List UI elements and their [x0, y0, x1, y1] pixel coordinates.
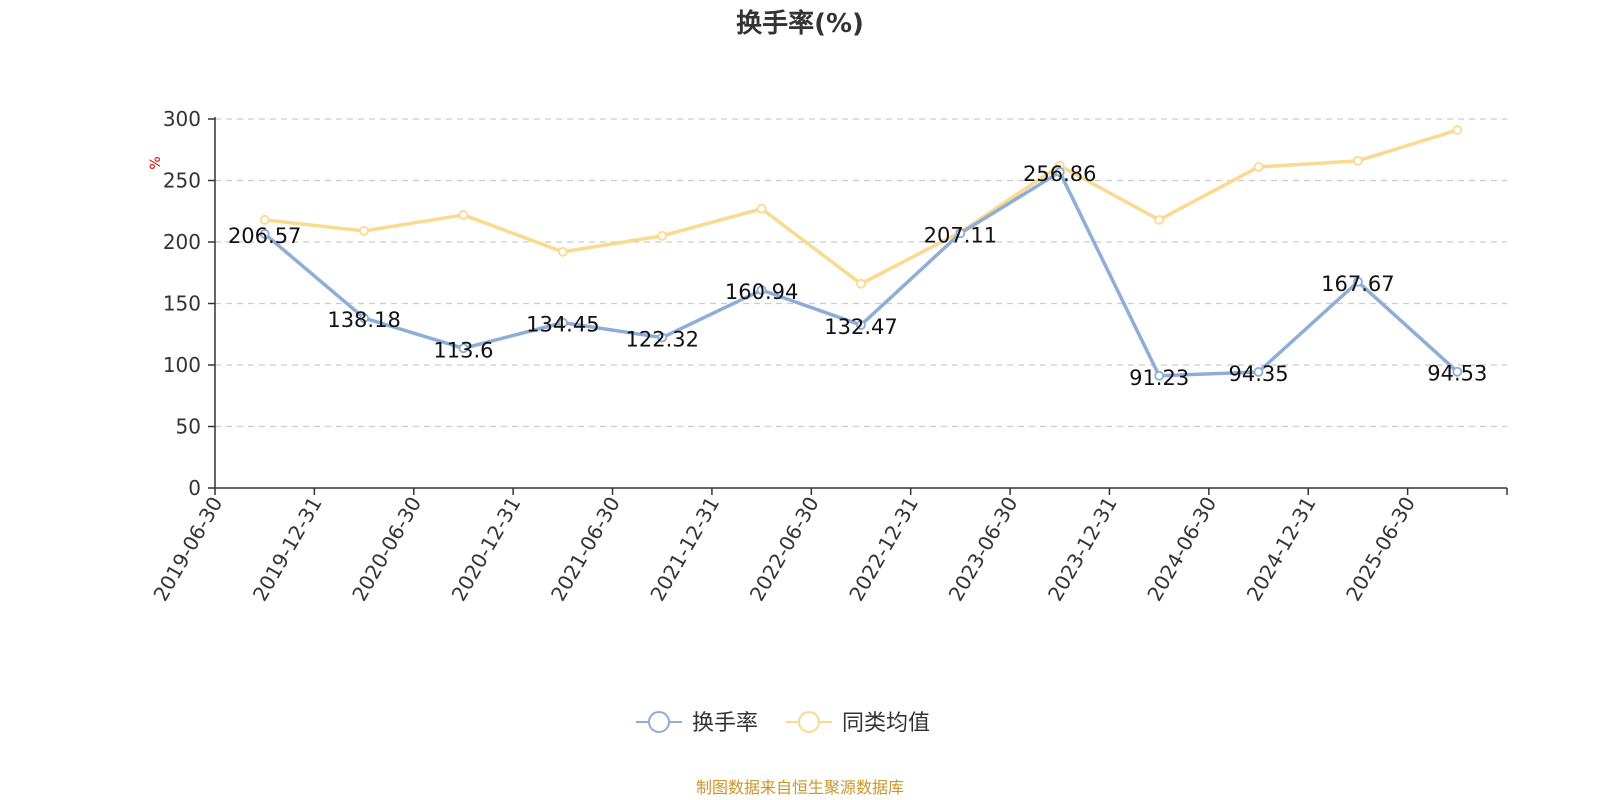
data-label: 134.45 [526, 313, 599, 337]
data-labels: 206.57 138.18 113.6 134.45 122.32 160.94 132.4… [228, 162, 1487, 390]
x-tick-label: 2019-06-30 [148, 493, 227, 606]
data-point [657, 230, 668, 241]
x-axis-ticks: 2019-06-30 2019-12-31 2020-06-30 2020-12-31… [148, 488, 1508, 606]
data-point [756, 285, 767, 295]
source-note: 制图数据来自恒生聚源数据库 [696, 778, 904, 797]
data-point [1154, 214, 1165, 225]
x-tick-label: 2024-06-30 [1142, 493, 1221, 606]
y-tick-label: 0 [188, 476, 201, 500]
data-point [259, 214, 270, 225]
data-point [756, 203, 767, 214]
y-tick-label: 200 [163, 230, 201, 254]
data-label: 138.18 [327, 308, 400, 332]
x-tick-label: 2021-06-30 [546, 493, 625, 606]
data-label: 206.57 [228, 224, 301, 248]
x-tick-label: 2022-12-31 [844, 493, 923, 606]
data-point [557, 317, 568, 328]
data-point [657, 332, 668, 343]
data-label: 167.67 [1321, 272, 1394, 296]
data-label: 122.32 [625, 328, 698, 352]
data-point [1253, 367, 1264, 377]
x-tick-label: 2022-06-30 [745, 493, 824, 606]
data-point [1154, 370, 1165, 381]
series-turnover [259, 167, 1463, 381]
y-tick-label: 250 [163, 169, 201, 193]
data-point [1452, 125, 1463, 135]
data-point [259, 229, 270, 239]
data-point [1452, 366, 1463, 377]
y-tick-label: 100 [163, 353, 201, 377]
legend-marker [648, 711, 670, 733]
data-point [458, 343, 469, 354]
legend-label: 换手率 [692, 711, 758, 736]
x-tick-label: 2021-12-31 [645, 493, 724, 606]
y-axis-unit: % [148, 156, 164, 169]
data-point [955, 228, 966, 239]
data-label: 113.6 [433, 338, 493, 362]
data-point [1353, 276, 1363, 287]
data-point [359, 313, 369, 323]
data-point [1253, 162, 1264, 172]
y-tick-label: 150 [163, 292, 201, 316]
data-label: 94.35 [1228, 362, 1288, 386]
legend: 换手率 同类均值 [636, 711, 930, 736]
series-layer [259, 125, 1463, 381]
data-label: 132.47 [824, 315, 897, 339]
legend-item-peer-average: 同类均值 [786, 711, 930, 736]
x-tick-label: 2025-06-30 [1341, 493, 1420, 606]
x-tick-label: 2024-12-31 [1242, 493, 1321, 606]
data-label: 94.53 [1427, 362, 1487, 386]
data-point [856, 320, 866, 330]
axes [214, 117, 1507, 489]
y-axis-ticks: 0 50 100 150 200 250 300 [163, 107, 215, 500]
data-point [856, 278, 866, 289]
x-tick-label: 2019-12-31 [248, 493, 327, 606]
data-label: 207.11 [924, 223, 997, 247]
y-tick-label: 50 [176, 415, 201, 439]
data-point [458, 210, 469, 220]
x-tick-label: 2020-12-31 [447, 493, 526, 606]
data-point [557, 246, 568, 257]
data-point [359, 226, 369, 236]
x-tick-label: 2023-12-31 [1043, 493, 1122, 606]
y-tick-label: 300 [163, 107, 201, 131]
data-label: 91.23 [1129, 366, 1189, 390]
data-point [1353, 155, 1363, 166]
data-label: 160.94 [725, 280, 798, 304]
legend-marker [798, 711, 820, 733]
chart-title: 换手率(%) [736, 8, 864, 39]
legend-item-turnover: 换手率 [636, 711, 758, 736]
series-peer-average [259, 125, 1463, 289]
legend-label: 同类均值 [842, 711, 930, 736]
series-line [262, 128, 1460, 286]
data-point [1054, 167, 1065, 177]
x-tick-label: 2020-06-30 [347, 493, 426, 606]
x-tick-label: 2023-06-30 [944, 493, 1023, 606]
data-label: 256.86 [1023, 162, 1096, 186]
